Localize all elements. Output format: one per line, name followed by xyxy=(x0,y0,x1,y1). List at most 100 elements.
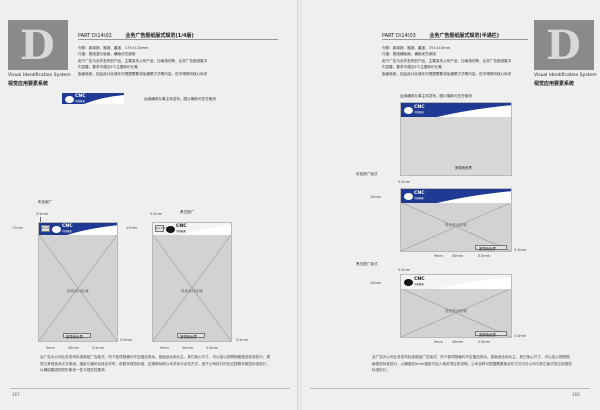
footer-note: 此广告为公司业务发布标准报纸广告版式，所下各项规格均不应擅自改动。竖版适合用为主… xyxy=(40,355,270,373)
slogan-frame xyxy=(475,245,507,250)
bw-ad-layout: CNC 中国网通 协业设计区域 宽带我世界 xyxy=(400,274,512,338)
color-ad-layout: CNC 中国网通 协业设计区域 宽带我世界 xyxy=(400,188,512,252)
dim-bottom-b: 30mm xyxy=(452,340,463,344)
cnc-logo-icon xyxy=(404,193,413,201)
brand-band-icon xyxy=(401,103,511,117)
cnc-logo: CNC 中国网通 xyxy=(52,224,73,234)
spec-line: 版面使用，如由设计区域在可根据需要添加通联方式等内容，但不得修改核心标识 xyxy=(78,71,208,76)
bw-ad-layout: MLS 260mm CNC 中国网通 协业设计区域 宽带我世界 xyxy=(152,222,232,342)
slogan: 宽带我世界 xyxy=(479,246,496,251)
logo-sub: 中国网通 xyxy=(414,110,424,114)
cnc-logo: CNC 中国网通 xyxy=(404,191,425,201)
left-page: D Visual Identification System 视觉应用要素系统 … xyxy=(0,0,298,410)
part-code: PART D\14\03 xyxy=(382,33,416,39)
badge-chinese: 视觉应用要素系统 xyxy=(8,81,49,87)
bottom-rule xyxy=(310,388,590,389)
spec-line: 尺度：报纸横版面，横版优先使用 xyxy=(382,52,436,57)
logo-text: CNC xyxy=(75,94,86,99)
logo-caption: 运用横排办事主体发布、图片最新可在在使用 xyxy=(400,94,472,98)
part-header: PART D\14\03 业务广告报纸版式规范(半通栏) xyxy=(382,32,499,39)
cnc-logo-icon xyxy=(166,226,175,234)
dim-bottom-a: 9mm xyxy=(434,340,443,344)
header-rule xyxy=(382,39,528,40)
spec-line: 尺度：报纸竖长版面，横版优先使用 xyxy=(78,52,136,57)
badge-english: Visual Identification System xyxy=(8,73,71,78)
spec-line: 版面使用，如由设计区域在可根据需要添加通联方式等内容，但不得修改核心标识 xyxy=(382,71,512,76)
dim-bottom-b: 30mm xyxy=(182,346,193,350)
corner-frame xyxy=(41,225,50,232)
cnc-logo-icon xyxy=(404,107,413,115)
color-ad-caption: 彩色报广 xyxy=(38,200,53,204)
dim-bottom-b: 30mm xyxy=(452,254,463,258)
dim-top-label: 5.5mm xyxy=(150,212,162,216)
part-title: 业务广告报纸版式规范(1/4版) xyxy=(125,33,194,39)
cnc-logo-icon xyxy=(52,226,61,234)
logo-sample: CNC 中国网通 xyxy=(62,93,124,104)
footer-note: 此广告为公司业务发布标准报纸广告版式，所下各项规格均不应擅自改动。竖版适合用为主… xyxy=(372,355,572,373)
dim-bottom-d: 5.5mm xyxy=(236,338,248,342)
slogan: 宽带我世界 xyxy=(66,334,83,339)
dim-top-label: 5.5mm xyxy=(398,180,410,184)
cnc-logo: CNC 中国网通 xyxy=(404,277,425,287)
dim-bottom-b: 30mm xyxy=(68,346,79,350)
slogan: 宽带我世界 xyxy=(479,332,496,337)
logo-text: CNC xyxy=(414,191,425,196)
placeholder-cross-icon xyxy=(401,288,511,337)
bw-ad-caption: 黑白报广版式 xyxy=(356,262,378,266)
cnc-logo: CNC 中国网通 xyxy=(65,94,86,104)
design-area-label: 协业设计区域 xyxy=(67,289,89,293)
dim-top-label: 5.5mm xyxy=(36,212,48,216)
corner-frame xyxy=(155,225,164,232)
badge-english: Visual Identification System xyxy=(534,73,597,78)
slogan-frame xyxy=(475,331,507,336)
dim-bottom-a: 9mm xyxy=(160,346,169,350)
dim-top-label: 5.5mm xyxy=(398,268,410,272)
placeholder-cross-icon xyxy=(39,234,117,341)
part-title: 业务广告报纸版式规范(半通栏) xyxy=(429,33,499,39)
cnc-logo-icon xyxy=(404,279,413,287)
spec-line: 刊物：新闻报、晚报、晨报、75×110mm xyxy=(382,46,451,50)
bw-ad-caption: 黑白报广 xyxy=(180,210,195,214)
logo-text: CNC xyxy=(62,224,73,229)
dim-side-label: 14mm xyxy=(370,195,381,199)
dim-bottom-a: 9mm xyxy=(434,254,443,258)
dim-bottom-d: 5.5mm xyxy=(120,338,132,342)
page-number: 168 xyxy=(572,392,580,397)
logo-sub: 中国网通 xyxy=(414,282,424,286)
badge-letter: D xyxy=(20,22,55,69)
placeholder-cross-icon xyxy=(401,202,511,251)
design-area-label: 协业设计区域 xyxy=(445,309,467,313)
cnc-logo: CNC 中国网通 xyxy=(404,105,425,115)
spec-line: 用于广告与合作发布的产品，主要宣传公司产品，比喻规划等，业务广告报纸集中 xyxy=(382,58,512,63)
color-ad-caption: 彩色报广版式 xyxy=(356,172,378,176)
dim-bottom-c: 5.5mm xyxy=(478,254,490,258)
spec-line: 用于广告与合作发布的产品，主要宣传公司产品，比喻规划等，业务广告报纸集中 xyxy=(78,58,208,63)
slogan: 宽带我世界 xyxy=(180,334,197,339)
dim-bottom-d: 5.5mm xyxy=(514,248,526,252)
dim-bottom-c: 5.5mm xyxy=(206,346,218,350)
badge-box xyxy=(8,20,68,70)
logo-swoosh-icon xyxy=(62,93,124,104)
dim-side-label: 17mm xyxy=(12,226,23,230)
logo-text: CNC xyxy=(414,105,425,110)
corner-label: MLS 260mm xyxy=(155,226,170,230)
header-rule xyxy=(78,39,278,40)
logo-text: CNC xyxy=(414,277,425,282)
design-area-label: 协业设计区域 xyxy=(445,223,467,227)
cnc-logo-icon xyxy=(65,96,74,104)
logo-sub: 中国网通 xyxy=(176,229,186,233)
badge-box xyxy=(534,20,594,70)
bottom-rule xyxy=(10,388,290,389)
cnc-logo: CNC 中国网通 xyxy=(166,224,187,234)
logo-sample: CNC 中国网通 宽带我世界 xyxy=(400,102,512,176)
part-header: PART D\14\02 业务广告报纸版式规范(1/4版) xyxy=(78,32,194,39)
section-badge: D Visual Identification System 视觉应用要素系统 xyxy=(8,20,71,90)
slogan-frame xyxy=(63,333,91,338)
design-area-label: 协业设计区域 xyxy=(181,289,203,293)
placeholder-cross-icon xyxy=(153,234,231,341)
spec-line: 内容要，要求不超过4个主要标识元素 xyxy=(382,65,442,70)
slogan-frame xyxy=(177,333,205,338)
badge-letter: D xyxy=(546,22,581,69)
dim-tick xyxy=(40,217,41,222)
logo-caption: 运用横排办事主体发布、图片最新可在在使用 xyxy=(144,97,216,101)
